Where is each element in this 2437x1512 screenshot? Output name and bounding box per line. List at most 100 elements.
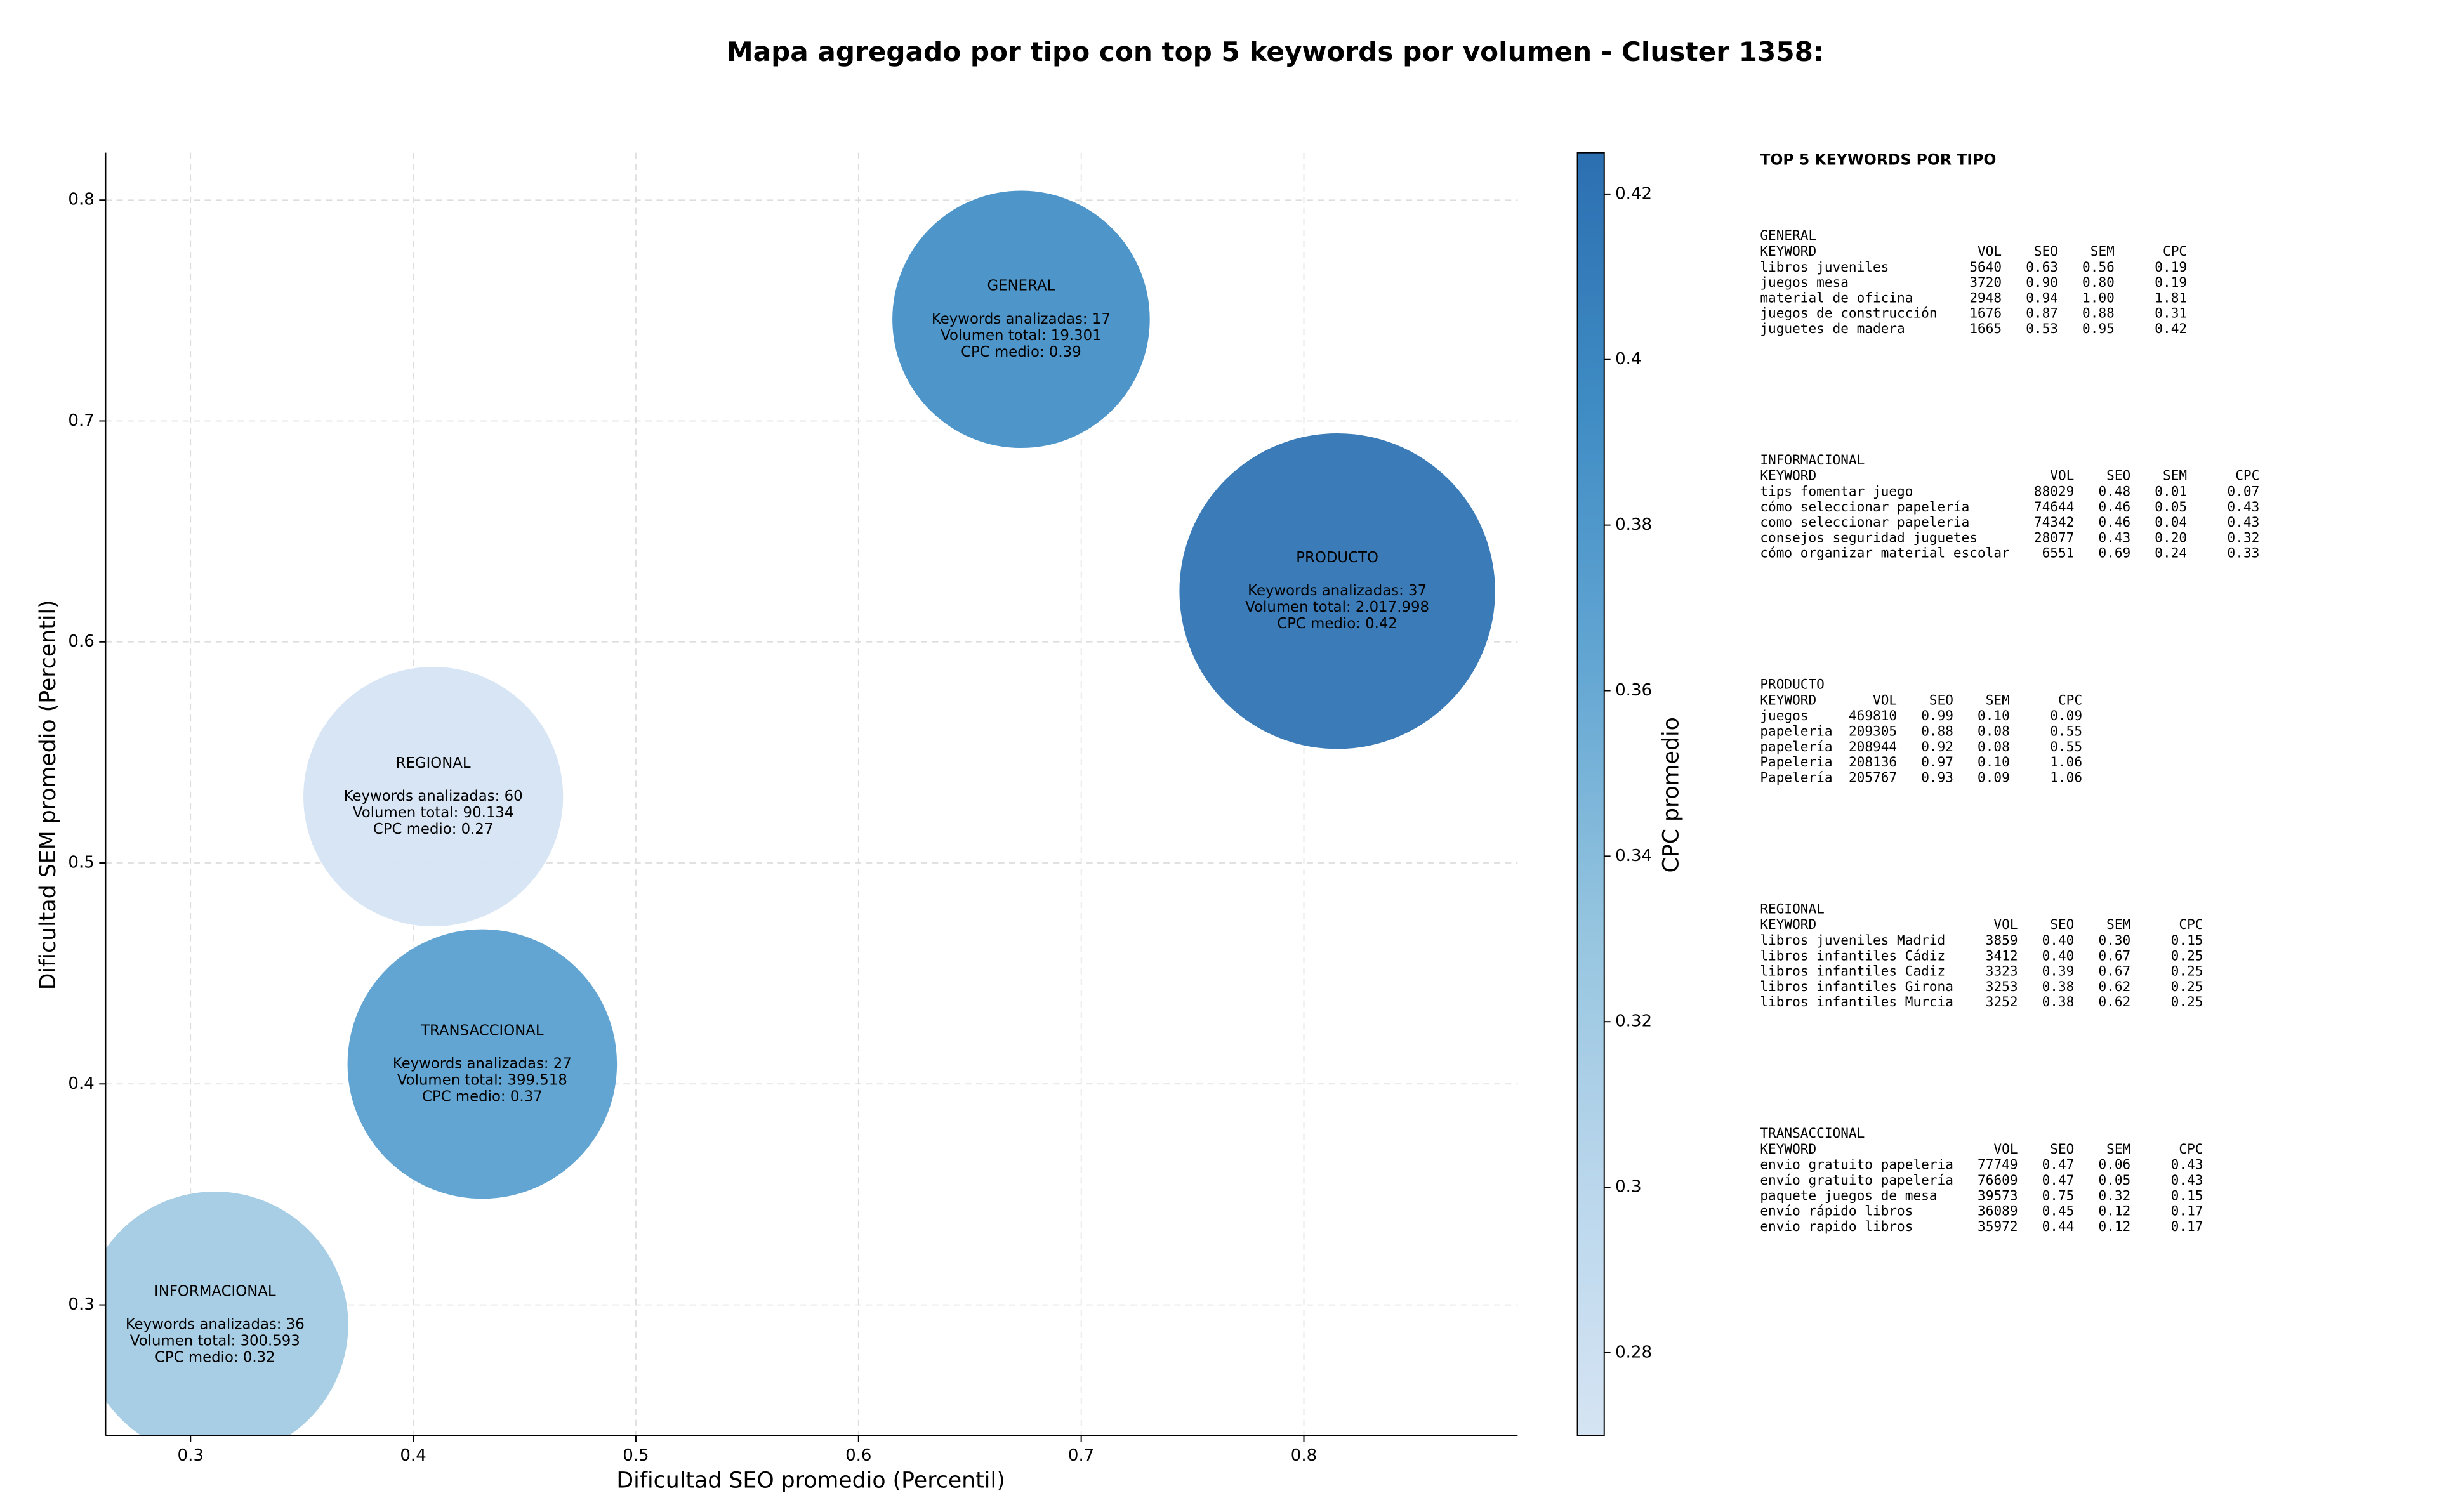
- table-cell: 0.45: [2042, 1203, 2075, 1219]
- x-tick-label: 0.8: [1291, 1446, 1317, 1465]
- colorbar-tick-label: 0.42: [1615, 184, 1652, 203]
- table-cell: 209305: [1849, 723, 1897, 739]
- table-cell: 35972: [1978, 1218, 2018, 1234]
- table-cell: juegos mesa: [1760, 274, 1849, 290]
- column-header: SEM: [2106, 1141, 2130, 1157]
- bubble-label: CPC medio: 0.42: [1277, 615, 1397, 632]
- table-cell: 88029: [2034, 483, 2074, 499]
- table-cell: juguetes de madera: [1760, 320, 1905, 336]
- bubble-label: Keywords analizadas: 17: [932, 311, 1111, 327]
- table-cell: 0.40: [2042, 932, 2075, 948]
- table-cell: papeleria: [1760, 723, 1832, 739]
- table-cell: 3323: [1986, 963, 2018, 979]
- table-cell: 3859: [1986, 932, 2018, 948]
- column-header: KEYWORD: [1760, 916, 1816, 932]
- column-header: VOL: [1873, 692, 1897, 707]
- table-cell: 6551: [2042, 545, 2075, 561]
- table-cell: 208944: [1849, 739, 1897, 754]
- bubble-label: Volumen total: 399.518: [397, 1072, 567, 1088]
- table-cell: papelería: [1760, 739, 1832, 754]
- table-cell: libros infantiles Murcia: [1760, 994, 1953, 1009]
- table-cell: 0.08: [1978, 739, 2010, 754]
- table-cell: 0.39: [2042, 963, 2075, 979]
- table-cell: 36089: [1978, 1203, 2018, 1219]
- column-header: KEYWORD: [1760, 692, 1816, 707]
- bubble: [302, 666, 564, 928]
- column-header: CPC: [2179, 916, 2203, 932]
- table-cell: 0.69: [2098, 545, 2130, 561]
- table-cell: envío rápido libros: [1760, 1203, 1913, 1219]
- column-header: SEM: [1986, 692, 2010, 707]
- section-name: GENERAL: [1760, 227, 1816, 243]
- table-cell: 0.46: [2098, 499, 2130, 515]
- section-name: TRANSACCIONAL: [1760, 1125, 1865, 1141]
- table-cell: paquete juegos de mesa: [1760, 1187, 1937, 1203]
- table-cell: 0.25: [2171, 963, 2203, 979]
- keyword-panel: GENERAL KEYWORD VOL SEO SEM CPC libros juvenil…: [1760, 227, 2259, 1234]
- bubble-label: Volumen total: 2.017.998: [1245, 599, 1429, 615]
- column-header: SEO: [2050, 916, 2074, 932]
- table-cell: 0.90: [2026, 274, 2058, 290]
- table-cell: libros infantiles Cadiz: [1760, 963, 1945, 979]
- table-cell: 0.32: [2098, 1187, 2130, 1203]
- table-cell: material de oficina: [1760, 289, 1913, 305]
- table-cell: 3253: [1986, 978, 2018, 994]
- bubble-label: CPC medio: 0.32: [155, 1349, 275, 1365]
- table-cell: 0.25: [2171, 994, 2203, 1009]
- table-cell: 0.75: [2042, 1187, 2075, 1203]
- bubble-label: CPC medio: 0.37: [422, 1089, 543, 1105]
- table-cell: 0.80: [2082, 274, 2115, 290]
- colorbar-label: CPC promedio: [1658, 717, 1684, 872]
- table-cell: Papeleria: [1760, 754, 1832, 770]
- table-cell: 0.62: [2098, 978, 2130, 994]
- y-tick-label: 0.5: [68, 853, 94, 872]
- table-cell: cómo organizar material escolar: [1760, 545, 2009, 561]
- table-cell: 1665: [1969, 320, 2002, 336]
- y-tick-label: 0.6: [68, 632, 94, 651]
- table-cell: 0.19: [2155, 274, 2187, 290]
- table-cell: 76609: [1978, 1172, 2018, 1188]
- table-cell: 0.93: [1921, 769, 1953, 785]
- table-cell: 0.46: [2098, 514, 2130, 530]
- table-cell: 0.33: [2228, 545, 2260, 561]
- section-name: PRODUCTO: [1760, 676, 1825, 692]
- y-tick-label: 0.3: [68, 1295, 94, 1314]
- table-cell: 0.20: [2155, 529, 2187, 545]
- table-cell: envio gratuito papeleria: [1760, 1157, 1953, 1173]
- table-cell: libros juveniles: [1760, 259, 1889, 275]
- table-cell: 0.55: [2050, 739, 2082, 754]
- table-cell: 0.17: [2171, 1218, 2203, 1234]
- panel-title: TOP 5 KEYWORDS POR TIPO: [1760, 151, 1996, 169]
- bubble: [105, 1190, 349, 1436]
- bubble-label: Keywords analizadas: 36: [126, 1316, 305, 1332]
- table-cell: cómo seleccionar papelería: [1760, 499, 1969, 515]
- column-header: CPC: [2163, 243, 2187, 259]
- bubble-label: Keywords analizadas: 60: [344, 788, 523, 805]
- table-cell: 0.05: [2098, 1172, 2130, 1188]
- table-cell: 0.40: [2042, 947, 2075, 963]
- table-cell: 0.48: [2098, 483, 2130, 499]
- table-cell: 0.47: [2042, 1157, 2075, 1173]
- table-cell: 0.01: [2155, 483, 2187, 499]
- table-cell: 0.19: [2155, 259, 2187, 275]
- y-tick-label: 0.8: [68, 190, 94, 209]
- bubble-name: GENERAL: [987, 278, 1055, 294]
- column-header: CPC: [2235, 468, 2259, 483]
- table-cell: 2948: [1969, 289, 2002, 305]
- table-cell: 0.17: [2171, 1203, 2203, 1219]
- column-header: CPC: [2058, 692, 2082, 707]
- table-cell: 0.10: [1978, 754, 2010, 770]
- column-header: SEO: [2034, 243, 2058, 259]
- table-cell: 0.38: [2042, 994, 2075, 1009]
- bubble-name: TRANSACCIONAL: [420, 1022, 544, 1039]
- table-cell: 0.94: [2026, 289, 2058, 305]
- bubble: [891, 190, 1151, 449]
- table-cell: 0.43: [2171, 1157, 2203, 1173]
- table-cell: 0.55: [2050, 723, 2082, 739]
- bubble-label: CPC medio: 0.39: [961, 344, 1081, 360]
- table-cell: Papelería: [1760, 769, 1832, 785]
- bubble: [347, 928, 618, 1200]
- table-cell: 1676: [1969, 305, 2002, 321]
